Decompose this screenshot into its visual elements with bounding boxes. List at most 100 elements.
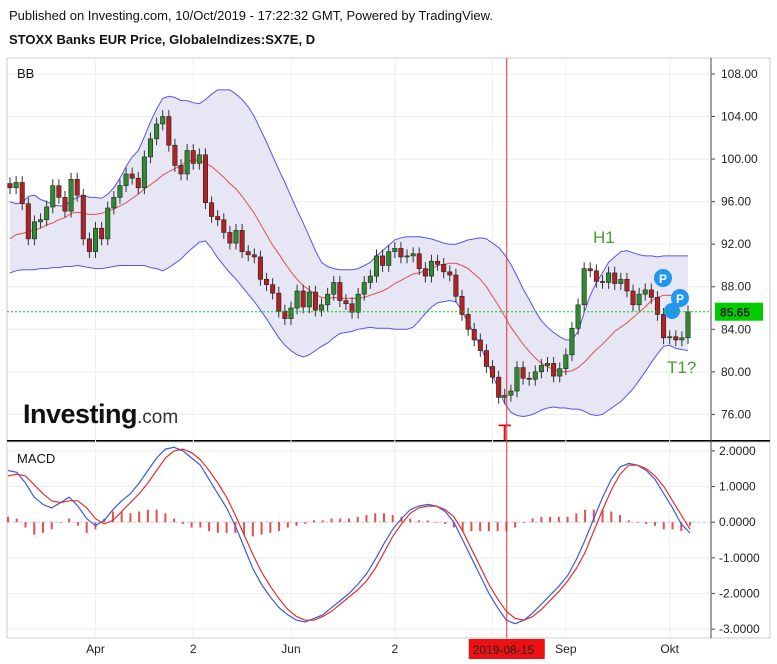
candle (630, 284, 636, 312)
candle-body (68, 178, 74, 212)
candle (288, 301, 294, 326)
candle (117, 179, 123, 204)
candle-body (380, 255, 386, 266)
candle (147, 132, 153, 164)
candle (300, 284, 306, 314)
candle (447, 265, 453, 282)
candle-body (190, 150, 196, 164)
candle-body (618, 278, 624, 284)
candle (196, 148, 202, 170)
price-tick-label: 108.00 (721, 67, 758, 81)
histogram-bar (522, 522, 525, 523)
candle (251, 248, 257, 264)
macd-series (7, 446, 711, 625)
svg-text:P: P (676, 292, 684, 306)
histogram-bar (584, 509, 587, 523)
histogram-bar (636, 522, 639, 523)
histogram-bar (575, 513, 578, 523)
candle (392, 242, 398, 259)
candle (86, 232, 92, 259)
candle-body (447, 271, 453, 276)
candle-body (257, 256, 263, 280)
histogram-bar (234, 522, 237, 533)
candle (514, 361, 520, 398)
histogram-bar (531, 518, 534, 523)
histogram-bar (41, 522, 44, 533)
candle (154, 117, 160, 146)
histogram-bar (671, 522, 674, 530)
candle (19, 176, 25, 211)
annotation-t1: T1? (667, 358, 696, 377)
candle-body (416, 253, 422, 269)
candle-body (343, 300, 349, 305)
candle-body (648, 289, 654, 298)
histogram-bar (461, 522, 464, 532)
candle (636, 287, 642, 312)
histogram-bar (251, 522, 254, 537)
candle-body (325, 293, 331, 306)
candle-body (422, 268, 428, 277)
candle-body (508, 390, 514, 396)
candle (538, 359, 544, 379)
investing-logo: Investing .com (23, 399, 178, 429)
candle (416, 247, 422, 276)
candle (276, 286, 282, 318)
candle-body (532, 371, 538, 380)
candle-body (581, 268, 587, 306)
candle (44, 200, 50, 227)
histogram-bar (68, 518, 71, 523)
candle-body (99, 227, 105, 240)
pin-marker-1[interactable]: P (654, 269, 672, 287)
histogram-bar (627, 520, 630, 523)
candle-body (184, 150, 190, 175)
candle (477, 333, 483, 357)
candle (398, 242, 404, 264)
candle (508, 384, 514, 402)
candle (471, 322, 477, 347)
histogram-bar (190, 522, 193, 528)
macd-tick-label: 0.0000 (719, 515, 756, 529)
histogram-bar (566, 516, 569, 523)
pin-marker-3[interactable]: P (671, 289, 689, 307)
candle-body (337, 282, 343, 301)
histogram-bar (487, 522, 490, 532)
histogram-bar (470, 522, 473, 532)
candle-body (551, 363, 557, 377)
price-tick-label: 76.00 (721, 407, 751, 421)
histogram-bar (7, 516, 9, 523)
histogram-bar (286, 522, 289, 528)
candle (215, 210, 221, 227)
price-tick-label: 104.00 (721, 110, 758, 124)
histogram-bar (592, 509, 595, 523)
macd-tick-label: -2.0000 (719, 586, 760, 600)
candle-body (129, 173, 135, 179)
candle (270, 278, 276, 300)
candle-body (514, 367, 520, 392)
candle-body (306, 291, 312, 308)
macd-line (7, 446, 691, 625)
macd-tick-label: -1.0000 (719, 551, 760, 565)
candle-body (282, 310, 288, 319)
candle-body (209, 202, 215, 217)
price-tick-label: 84.00 (721, 322, 751, 336)
candle (93, 221, 99, 259)
candle-body (355, 293, 361, 313)
histogram-bar (24, 522, 27, 528)
candle (563, 348, 569, 376)
histogram-bar (435, 522, 438, 523)
candle-body (166, 116, 172, 146)
candle-body (264, 278, 270, 285)
histogram-bar (339, 518, 342, 523)
histogram-bar (444, 522, 447, 524)
candle-body (459, 296, 465, 315)
histogram-bar (348, 518, 350, 523)
histogram-bar (146, 509, 149, 523)
last-price-label: 85.65 (720, 306, 750, 320)
candle-body (251, 254, 257, 258)
pin-marker-2[interactable] (664, 303, 680, 319)
candle (453, 268, 459, 303)
candle-body (606, 272, 612, 283)
candle (569, 321, 575, 362)
candle (593, 264, 599, 288)
